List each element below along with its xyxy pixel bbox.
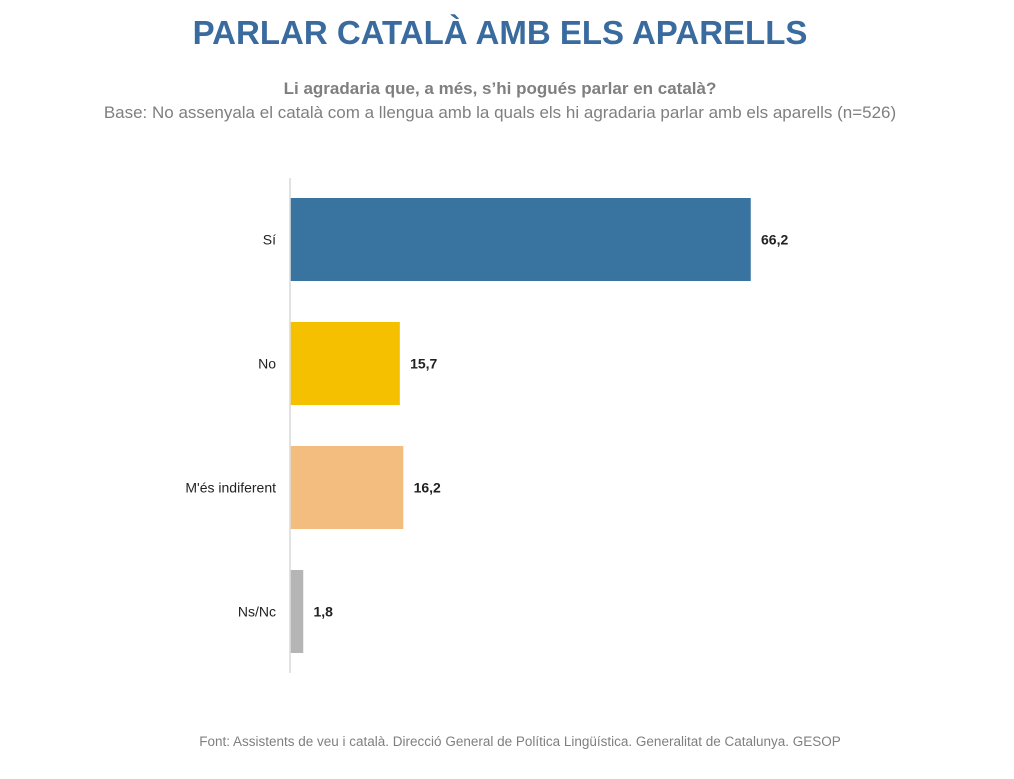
value-label: 15,7	[410, 356, 437, 372]
category-label: Ns/Nc	[238, 604, 276, 620]
bar-1	[290, 322, 400, 405]
chart-title: PARLAR CATALÀ AMB ELS APARELLS	[192, 14, 808, 51]
value-label: 66,2	[761, 232, 788, 248]
chart-source: Font: Assistents de veu i català. Direcc…	[199, 734, 841, 749]
chart-base-note: Base: No assenyala el català com a lleng…	[103, 103, 897, 122]
category-label: Sí	[263, 232, 276, 248]
bar-3	[290, 570, 304, 653]
chart-subtitle: Li agradaria que, a més, s’hi pogués par…	[283, 79, 717, 98]
value-label: 16,2	[414, 480, 441, 496]
bar-2	[290, 446, 404, 529]
category-label: M'és indiferent	[185, 480, 276, 496]
value-label: 1,8	[314, 604, 334, 620]
bar-0	[290, 198, 751, 281]
category-label: No	[258, 356, 276, 372]
